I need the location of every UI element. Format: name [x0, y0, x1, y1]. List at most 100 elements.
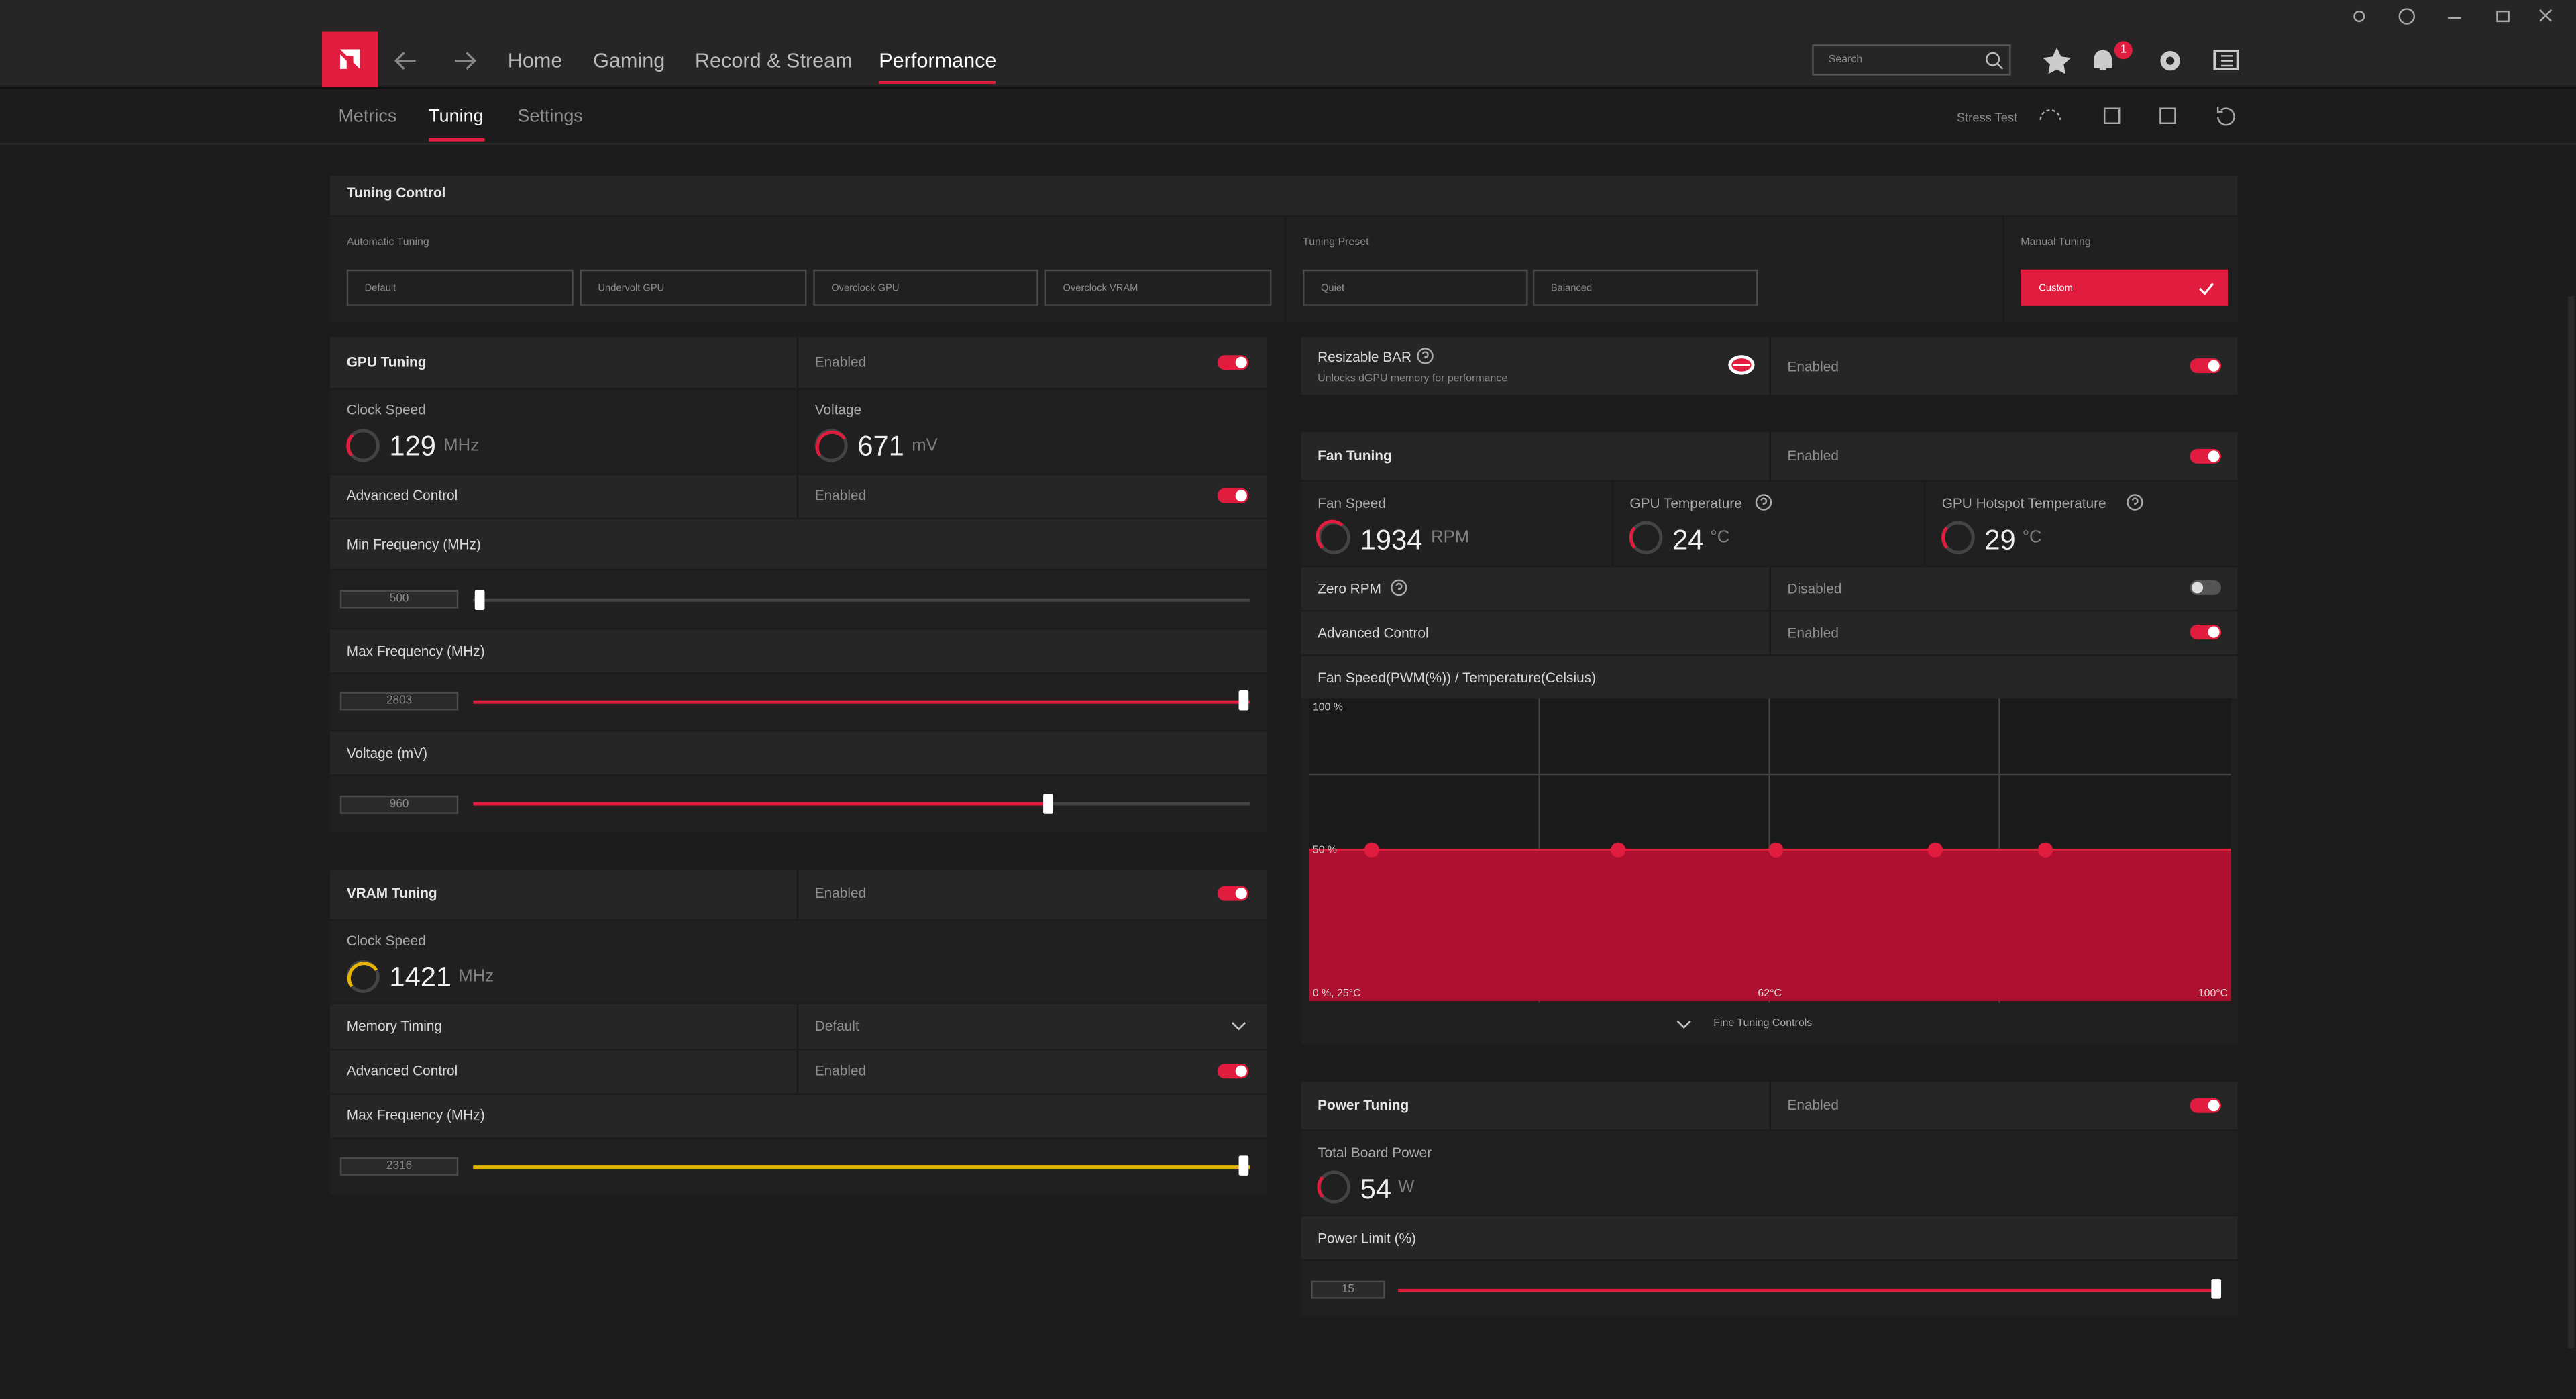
sub-nav — [0, 87, 2576, 145]
axis-label: 100°C — [2198, 988, 2229, 1000]
status: Enabled — [1787, 625, 1839, 641]
help-icon[interactable] — [1416, 347, 1434, 365]
preset-button[interactable]: Balanced — [1532, 269, 1758, 306]
slider-track[interactable] — [473, 598, 1250, 602]
nav-tab[interactable]: Home — [507, 49, 563, 72]
slider-fill — [473, 802, 1049, 806]
slider-handle[interactable] — [1043, 794, 1053, 814]
nav-tab[interactable]: Record & Stream — [694, 49, 853, 72]
axis-label: 0 %, 25°C — [1312, 988, 1361, 1000]
card-title: Power Tuning — [1318, 1096, 1409, 1113]
preset-button[interactable]: Quiet — [1303, 269, 1528, 306]
metrics-row — [330, 921, 1267, 1003]
row — [330, 629, 1267, 673]
toggle[interactable] — [2190, 625, 2222, 640]
toggle[interactable] — [2190, 448, 2222, 464]
preset-button[interactable]: Overclock GPU — [813, 269, 1038, 306]
divider — [796, 389, 799, 474]
active-indicator — [879, 81, 996, 84]
dropdown[interactable]: Default — [814, 1017, 859, 1035]
action-icons[interactable] — [2037, 103, 2238, 129]
help-icon[interactable] — [2126, 493, 2144, 511]
slider-track[interactable] — [473, 700, 1250, 704]
fine-tuning-link[interactable]: Fine Tuning Controls — [1713, 1017, 1813, 1029]
row-label: Advanced Control — [346, 1061, 458, 1079]
preset-button[interactable]: Default — [346, 269, 574, 306]
card-title: Fan Tuning — [1318, 447, 1392, 464]
top-bar — [0, 0, 2576, 86]
search-box[interactable]: Search — [1812, 44, 2011, 76]
group-label: Manual Tuning — [2021, 236, 2091, 248]
toggle[interactable] — [1217, 488, 1249, 503]
metric-label: Clock Speed — [346, 401, 426, 418]
scrollbar[interactable] — [2567, 296, 2575, 1349]
toggle[interactable] — [2190, 358, 2222, 374]
sub-tab[interactable]: Metrics — [338, 107, 397, 127]
gauge — [1317, 1170, 1351, 1204]
chart-title: Fan Speed(PWM(%)) / Temperature(Celsius) — [1318, 669, 1597, 686]
slider-label: Voltage (mV) — [346, 744, 428, 762]
metric-unit: mV — [912, 435, 938, 456]
axis-label: 100 % — [1312, 702, 1343, 714]
custom-button[interactable]: Custom — [2021, 269, 2228, 306]
notification-badge: 1 — [2114, 41, 2133, 60]
toggle[interactable] — [2190, 580, 2222, 595]
sub-indicator — [429, 138, 485, 142]
stress-test[interactable]: Stress Test — [1956, 110, 2018, 125]
row-label: Advanced Control — [346, 486, 458, 503]
slider-input[interactable]: 500 — [339, 590, 459, 609]
preset-button[interactable]: Undervolt GPU — [580, 269, 807, 306]
slider-row — [1301, 1261, 2238, 1317]
row — [330, 1094, 1267, 1138]
slider-track[interactable] — [1398, 1288, 2222, 1292]
gauge — [346, 960, 380, 993]
slider-input[interactable]: 15 — [1311, 1280, 1385, 1299]
metrics-row — [1301, 481, 2238, 566]
toolbar-icons[interactable] — [2041, 46, 2245, 76]
nav-arrows[interactable] — [391, 48, 483, 74]
status: Enabled — [1787, 447, 1839, 464]
slider-handle[interactable] — [1238, 690, 1249, 711]
slider-input[interactable]: 2316 — [339, 1157, 459, 1176]
chevron[interactable] — [1230, 1019, 1246, 1033]
gauge — [814, 429, 848, 462]
slider-label: Max Frequency (MHz) — [346, 1106, 485, 1123]
slider-input[interactable]: 960 — [339, 795, 459, 814]
chevron[interactable] — [1676, 1018, 1692, 1031]
toggle[interactable] — [1217, 1064, 1249, 1079]
nav-tab[interactable]: Gaming — [593, 49, 665, 72]
slider-handle[interactable] — [2211, 1279, 2222, 1299]
sub-tab[interactable]: Settings — [517, 107, 583, 127]
divider — [796, 475, 799, 518]
metric-label: Fan Speed — [1318, 495, 1386, 511]
metric-unit: RPM — [1431, 527, 1470, 548]
fan-curve[interactable] — [1309, 698, 2231, 1003]
slider-label: Max Frequency (MHz) — [346, 642, 485, 660]
slider-handle[interactable] — [474, 590, 485, 610]
amd-logo[interactable] — [322, 31, 378, 87]
divider — [796, 337, 799, 388]
toggle[interactable] — [1217, 886, 1249, 901]
toggle[interactable] — [1217, 355, 1249, 370]
preset-button[interactable]: Overclock VRAM — [1044, 269, 1272, 306]
sub-tab-active[interactable]: Tuning — [429, 107, 484, 127]
group-label: Tuning Preset — [1303, 236, 1369, 248]
metric-value: 1934 — [1360, 524, 1423, 556]
divider — [1923, 481, 1926, 566]
toggle[interactable] — [2190, 1098, 2222, 1113]
help-icon[interactable] — [1755, 493, 1773, 511]
window-controls[interactable] — [2346, 5, 2576, 28]
slider-input[interactable]: 2803 — [339, 692, 459, 711]
row — [1301, 656, 2238, 699]
metric-label: Voltage — [814, 401, 862, 418]
nav-tab-active[interactable]: Performance — [879, 49, 997, 72]
status: Enabled — [814, 1061, 867, 1079]
divider — [796, 870, 799, 919]
slider-track[interactable] — [473, 1165, 1250, 1170]
row — [330, 519, 1267, 569]
help-icon[interactable] — [1390, 578, 1408, 597]
metric-label: GPU Hotspot Temperature — [1941, 495, 2106, 511]
metric-value: 1421 — [389, 962, 452, 993]
slider-handle[interactable] — [1238, 1155, 1249, 1176]
